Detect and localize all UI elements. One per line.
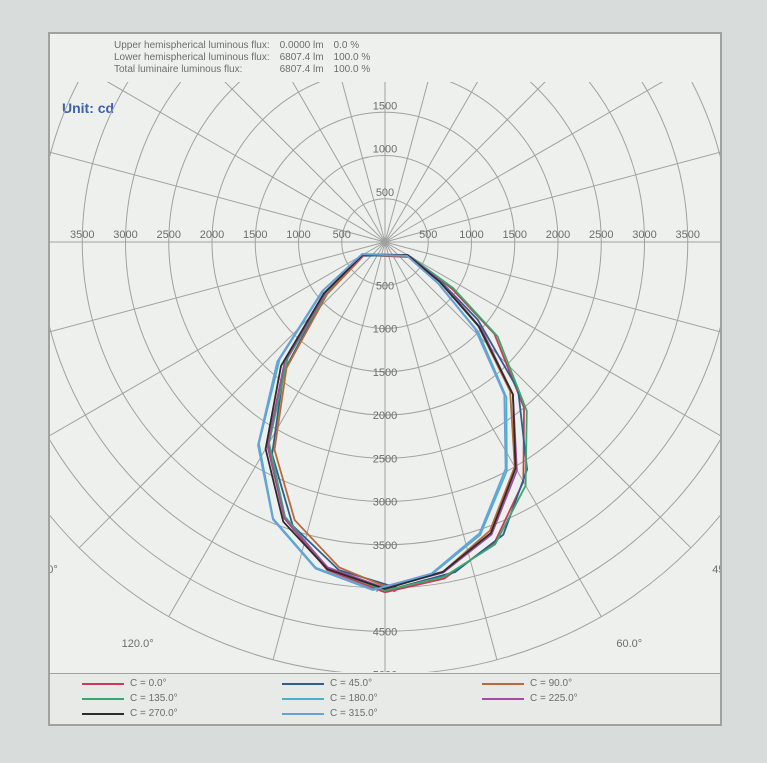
svg-text:3500: 3500 [70, 229, 94, 241]
svg-text:500: 500 [333, 229, 351, 241]
legend-swatch [82, 683, 124, 685]
svg-text:1500: 1500 [243, 229, 267, 241]
legend-swatch [482, 698, 524, 700]
legend-label: C = 0.0° [130, 678, 167, 689]
table-row: Lower hemispherical luminous flux: 6807.… [114, 52, 380, 64]
legend-item: C = 315.0° [282, 708, 482, 719]
info-pct: 100.0 % [334, 64, 381, 76]
chart-panel: Upper hemispherical luminous flux: 0.000… [48, 32, 722, 726]
table-row: Upper hemispherical luminous flux: 0.000… [114, 40, 380, 52]
legend-label: C = 315.0° [330, 708, 378, 719]
svg-text:500: 500 [419, 229, 437, 241]
legend-swatch [282, 698, 324, 700]
legend-label: C = 225.0° [530, 693, 578, 704]
info-label: Upper hemispherical luminous flux: [114, 40, 280, 52]
flux-info-table: Upper hemispherical luminous flux: 0.000… [114, 40, 380, 76]
svg-text:1500: 1500 [373, 367, 397, 379]
svg-text:135.0°: 135.0° [50, 564, 58, 576]
info-value: 0.0000 lm [280, 40, 334, 52]
legend-label: C = 270.0° [130, 708, 178, 719]
svg-text:1000: 1000 [373, 144, 397, 156]
svg-text:1000: 1000 [459, 229, 483, 241]
svg-text:500: 500 [376, 187, 394, 199]
info-value: 6807.4 lm [280, 52, 334, 64]
svg-text:5000: 5000 [373, 670, 397, 673]
legend-swatch [82, 698, 124, 700]
page-root: Upper hemispherical luminous flux: 0.000… [0, 0, 767, 763]
info-value: 6807.4 lm [280, 64, 334, 76]
svg-text:1000: 1000 [286, 229, 310, 241]
svg-text:1500: 1500 [373, 100, 397, 112]
legend-row: C = 0.0° C = 45.0° C = 90.0° C = 135.0° C = … [50, 678, 720, 719]
svg-text:60.0°: 60.0° [616, 638, 642, 650]
legend-item: C = 90.0° [482, 678, 682, 689]
legend-swatch [482, 683, 524, 685]
legend-swatch [82, 713, 124, 715]
svg-text:3000: 3000 [373, 497, 397, 509]
legend-item: C = 180.0° [282, 693, 482, 704]
svg-text:2500: 2500 [157, 229, 181, 241]
svg-text:4500: 4500 [373, 626, 397, 638]
svg-text:2000: 2000 [200, 229, 224, 241]
legend-swatch [282, 683, 324, 685]
svg-text:3000: 3000 [113, 229, 137, 241]
legend-item: C = 135.0° [82, 693, 282, 704]
info-pct: 100.0 % [334, 52, 381, 64]
svg-text:1500: 1500 [503, 229, 527, 241]
legend-label: C = 90.0° [530, 678, 572, 689]
svg-text:3500: 3500 [676, 229, 700, 241]
legend-item: C = 225.0° [482, 693, 682, 704]
table-row: Total luminaire luminous flux: 6807.4 lm… [114, 64, 380, 76]
info-label: Total luminaire luminous flux: [114, 64, 280, 76]
legend-label: C = 135.0° [130, 693, 178, 704]
svg-text:2000: 2000 [546, 229, 570, 241]
svg-text:2500: 2500 [373, 453, 397, 465]
polar-plot: 500 500 1000 1000 1500 1500 2000 2000 2500 2500 30… [50, 82, 720, 672]
legend-item: C = 270.0° [82, 708, 282, 719]
svg-text:120.0°: 120.0° [122, 638, 154, 650]
svg-text:500: 500 [376, 280, 394, 292]
legend-swatch [282, 713, 324, 715]
legend-label: C = 45.0° [330, 678, 372, 689]
svg-text:2000: 2000 [373, 410, 397, 422]
svg-text:3500: 3500 [373, 540, 397, 552]
info-label: Lower hemispherical luminous flux: [114, 52, 280, 64]
legend: C = 0.0° C = 45.0° C = 90.0° C = 135.0° C = … [50, 673, 720, 724]
legend-item: C = 45.0° [282, 678, 482, 689]
legend-label: C = 180.0° [330, 693, 378, 704]
svg-text:2500: 2500 [589, 229, 613, 241]
svg-text:1000: 1000 [373, 324, 397, 336]
info-pct: 0.0 % [334, 40, 381, 52]
svg-text:45.0°: 45.0° [712, 564, 720, 576]
legend-item: C = 0.0° [82, 678, 282, 689]
svg-text:3000: 3000 [632, 229, 656, 241]
